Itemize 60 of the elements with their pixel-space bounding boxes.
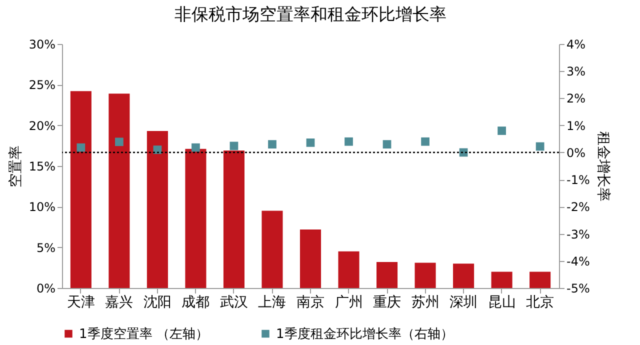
bar xyxy=(146,131,168,288)
bar xyxy=(70,91,92,288)
x-tick-label: 天津 xyxy=(66,294,95,310)
bar xyxy=(414,262,436,288)
point xyxy=(382,140,392,148)
chart-title: 非保税市场空置率和租金环比增长率 xyxy=(174,5,446,25)
x-tick-label: 深圳 xyxy=(450,294,478,310)
point xyxy=(115,138,124,146)
point xyxy=(230,142,238,150)
point xyxy=(268,140,276,148)
x-tick-label: 昆山 xyxy=(488,294,516,310)
x-tick-label: 广州 xyxy=(334,294,363,310)
y2-tick-label: -3% xyxy=(566,227,590,242)
y-tick-label: 10% xyxy=(28,200,56,214)
y2-tick-label: 2% xyxy=(566,92,586,106)
bar xyxy=(300,229,322,288)
point xyxy=(153,146,162,154)
x-tick-label: 成都 xyxy=(182,294,210,310)
point xyxy=(306,138,315,147)
y-tick-label: 5% xyxy=(36,240,56,255)
point xyxy=(536,142,544,151)
y-tick-label: 20% xyxy=(28,118,56,133)
y-axis-title: 空置率 xyxy=(8,146,24,188)
y2-tick-label: -1% xyxy=(566,173,590,188)
x-tick-label: 南京 xyxy=(296,294,324,310)
y2-tick-label: 0% xyxy=(566,146,586,160)
y2-tick-label: 1% xyxy=(566,118,586,133)
legend-label: 1季度空置率 （左轴） xyxy=(79,326,208,342)
x-tick-label: 沈阳 xyxy=(143,294,172,310)
bar xyxy=(338,251,360,288)
x-tick-label: 北京 xyxy=(526,294,554,310)
y2-tick-label: 4% xyxy=(566,38,586,52)
bar xyxy=(185,148,206,288)
x-tick-label: 武汉 xyxy=(220,294,248,310)
x-tick-label: 嘉兴 xyxy=(105,294,134,310)
point xyxy=(498,126,506,135)
legend-label: 1季度租金环比增长率（右轴） xyxy=(276,326,454,342)
x-tick-label: 上海 xyxy=(258,294,286,310)
point xyxy=(192,143,200,152)
bar xyxy=(530,272,551,288)
y-tick-label: 25% xyxy=(28,78,56,92)
x-tick-label: 重庆 xyxy=(373,294,402,310)
y-tick-label: 30% xyxy=(28,38,56,52)
y2-axis-title: 租金增长率 xyxy=(594,132,611,202)
point xyxy=(76,143,86,152)
y2-tick-label: -2% xyxy=(566,200,590,214)
point xyxy=(344,137,353,146)
y-tick-label: 0% xyxy=(36,282,56,296)
bar xyxy=(223,150,244,288)
bar xyxy=(453,264,474,288)
bar xyxy=(262,210,283,288)
point xyxy=(421,137,430,146)
y2-tick-label: -5% xyxy=(566,282,590,296)
bar xyxy=(491,272,512,288)
bar xyxy=(376,262,398,288)
y2-tick-label: -4% xyxy=(566,254,590,268)
y-tick-label: 15% xyxy=(28,160,56,174)
x-tick-label: 苏州 xyxy=(411,294,440,310)
y2-tick-label: 3% xyxy=(566,64,586,79)
bar xyxy=(108,94,130,288)
